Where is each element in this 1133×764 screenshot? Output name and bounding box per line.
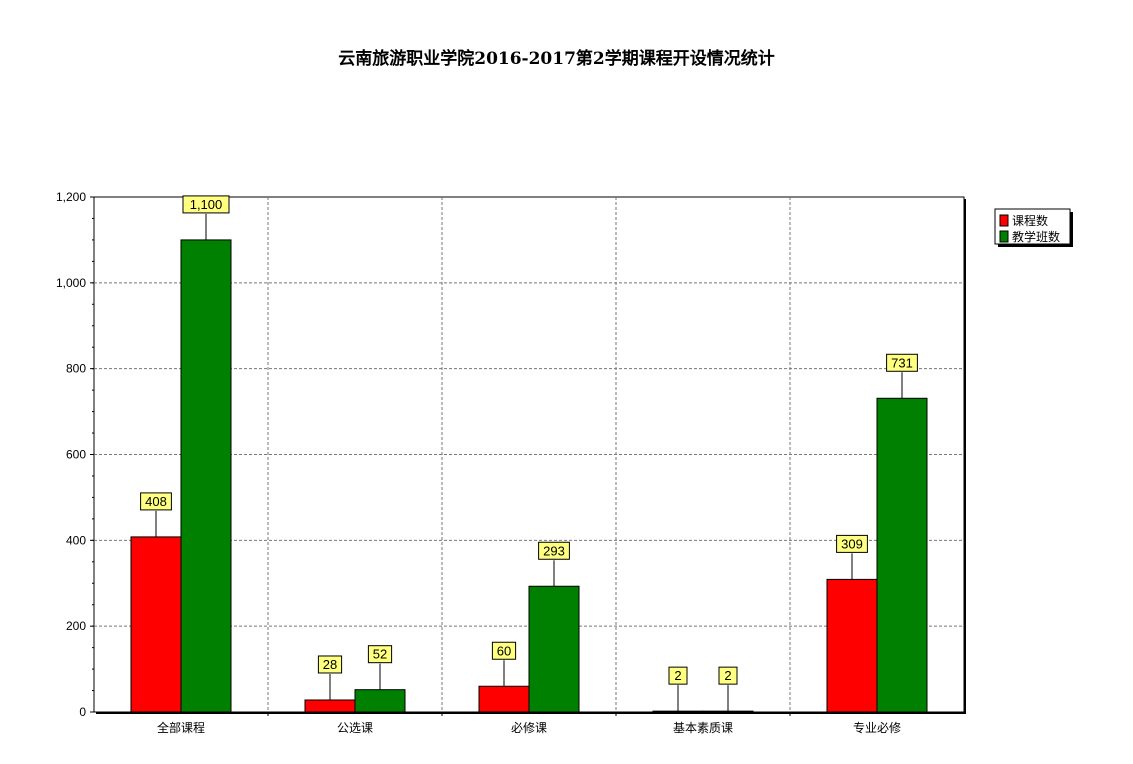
- data-label-box: [836, 534, 868, 553]
- y-tick-label: 800: [66, 362, 86, 376]
- chart-title: 云南旅游职业学院2016-2017第2学期课程开设情况统计: [338, 49, 775, 69]
- data-label-box: [140, 492, 172, 511]
- data-label: 731: [891, 355, 913, 370]
- data-label-box: [668, 666, 688, 685]
- x-category-label: 必修课: [511, 720, 547, 735]
- y-tick-label: 400: [66, 533, 86, 547]
- bar: [354, 689, 406, 713]
- y-tick-label: 1,200: [56, 190, 86, 204]
- bar: [702, 710, 754, 713]
- bar: [478, 685, 530, 713]
- data-label-box: [317, 655, 343, 674]
- y-tick-label: 200: [66, 619, 86, 633]
- bar: [876, 397, 928, 713]
- x-category-label: 公选课: [337, 721, 373, 735]
- data-label-box: [886, 353, 918, 372]
- y-tick-label: 0: [79, 705, 86, 719]
- legend-label: 课程数: [1012, 213, 1048, 228]
- data-label: 293: [543, 543, 565, 558]
- data-label: 52: [373, 647, 387, 662]
- data-label: 1,100: [190, 197, 223, 212]
- bar: [130, 536, 182, 713]
- bar: [528, 585, 580, 713]
- data-label: 60: [497, 643, 511, 658]
- x-category-label: 全部课程: [157, 720, 205, 735]
- legend-swatch: [999, 214, 1009, 227]
- data-label: 408: [145, 494, 167, 509]
- data-label-box: [718, 666, 738, 685]
- data-label-box: [182, 195, 230, 214]
- data-label-box: [538, 541, 570, 560]
- y-tick-label: 1,000: [56, 276, 86, 290]
- data-label-box: [367, 645, 393, 664]
- legend-swatch: [999, 230, 1009, 243]
- bar: [304, 699, 356, 713]
- data-label-box: [491, 641, 517, 660]
- x-category-label: 专业必修: [853, 720, 901, 735]
- data-label: 2: [724, 668, 731, 683]
- bar: [180, 239, 232, 713]
- data-label: 28: [323, 657, 337, 672]
- y-tick-label: 600: [66, 448, 86, 462]
- data-label: 309: [841, 536, 863, 551]
- x-category-label: 基本素质课: [673, 721, 733, 735]
- bar: [826, 578, 878, 713]
- data-label: 2: [674, 668, 681, 683]
- legend-label: 教学班数: [1012, 229, 1060, 244]
- bar: [652, 710, 704, 713]
